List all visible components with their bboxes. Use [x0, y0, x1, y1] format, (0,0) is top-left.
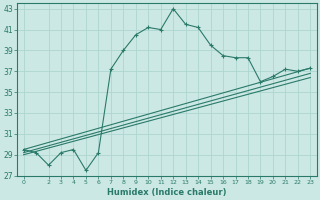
X-axis label: Humidex (Indice chaleur): Humidex (Indice chaleur) [107, 188, 227, 197]
